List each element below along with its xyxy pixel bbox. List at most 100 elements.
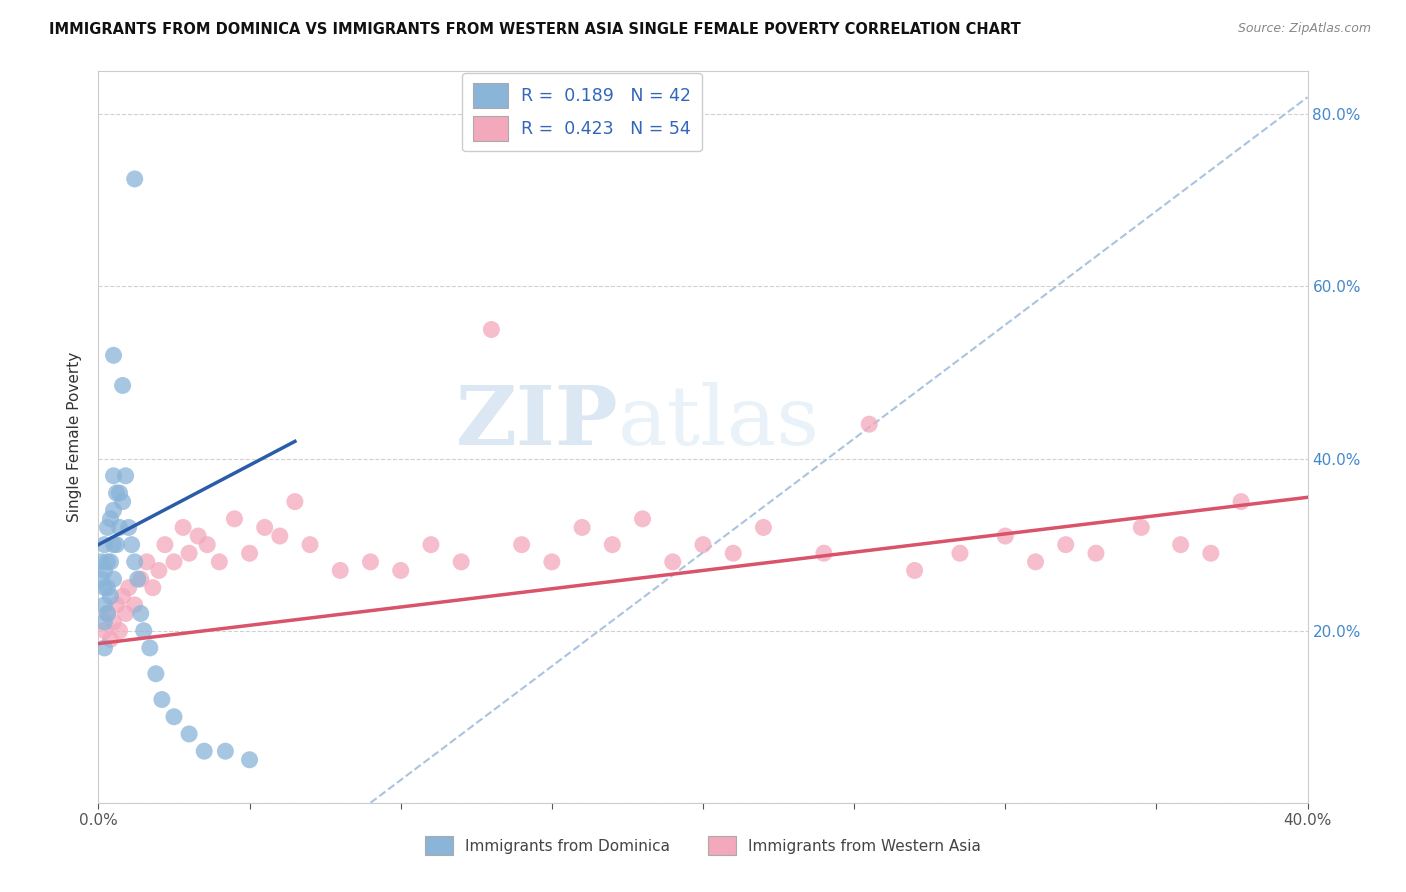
Point [129,572,152,586]
Point [163,555,186,569]
Point [540,555,562,569]
Point [124,555,146,569]
Text: ZIP: ZIP [456,383,619,462]
Point [93,624,115,638]
Text: atlas: atlas [619,383,821,462]
Point [118,520,141,534]
Legend: Immigrants from Dominica, Immigrants from Western Asia: Immigrants from Dominica, Immigrants fro… [419,830,987,861]
Point [571,520,593,534]
Point [195,538,218,552]
Point [139,640,162,655]
Point [148,564,170,578]
Point [145,666,167,681]
Point [420,538,443,552]
Point [108,486,131,500]
Text: Source: ZipAtlas.com: Source: ZipAtlas.com [1237,22,1371,36]
Point [179,727,201,741]
Point [105,538,128,552]
Point [105,598,128,612]
Point [239,753,262,767]
Point [269,529,291,543]
Point [124,598,146,612]
Point [100,589,122,603]
Point [208,555,231,569]
Point [631,512,654,526]
Point [103,615,125,629]
Point [127,572,149,586]
Point [105,486,128,500]
Point [100,512,122,526]
Point [214,744,236,758]
Point [114,468,136,483]
Point [103,348,125,362]
Point [1024,555,1046,569]
Point [481,322,503,336]
Point [949,546,972,560]
Point [150,692,173,706]
Point [103,468,125,483]
Point [510,538,533,552]
Point [153,538,176,552]
Point [1130,520,1153,534]
Point [450,555,472,569]
Point [1199,546,1222,560]
Point [224,512,246,526]
Point [135,555,157,569]
Point [96,607,118,621]
Point [114,607,136,621]
Point [111,589,134,603]
Point [1085,546,1108,560]
Point [108,520,131,534]
Point [96,581,118,595]
Point [329,564,352,578]
Point [752,520,775,534]
Point [90,555,112,569]
Point [1170,538,1192,552]
Point [142,581,165,595]
Point [90,572,112,586]
Point [858,417,880,432]
Point [723,546,745,560]
Point [93,581,115,595]
Point [96,607,118,621]
Point [179,546,201,560]
Point [93,640,115,655]
Point [904,564,927,578]
Point [124,172,146,186]
Point [172,520,194,534]
Point [100,632,122,647]
Point [100,555,122,569]
Point [96,520,118,534]
Point [299,538,322,552]
Point [253,520,276,534]
Point [103,538,125,552]
Point [132,624,155,638]
Point [118,581,141,595]
Point [103,572,125,586]
Point [360,555,382,569]
Point [111,378,134,392]
Point [93,598,115,612]
Point [994,529,1017,543]
Point [813,546,835,560]
Point [187,529,209,543]
Point [129,607,152,621]
Point [93,564,115,578]
Point [163,710,186,724]
Point [193,744,215,758]
Y-axis label: Single Female Poverty: Single Female Poverty [67,352,83,522]
Point [121,538,143,552]
Point [96,555,118,569]
Point [284,494,307,508]
Point [108,624,131,638]
Point [692,538,714,552]
Point [93,615,115,629]
Point [103,503,125,517]
Text: IMMIGRANTS FROM DOMINICA VS IMMIGRANTS FROM WESTERN ASIA SINGLE FEMALE POVERTY C: IMMIGRANTS FROM DOMINICA VS IMMIGRANTS F… [49,22,1021,37]
Point [389,564,412,578]
Point [239,546,262,560]
Point [93,538,115,552]
Point [1230,494,1253,508]
Point [661,555,683,569]
Point [111,494,134,508]
